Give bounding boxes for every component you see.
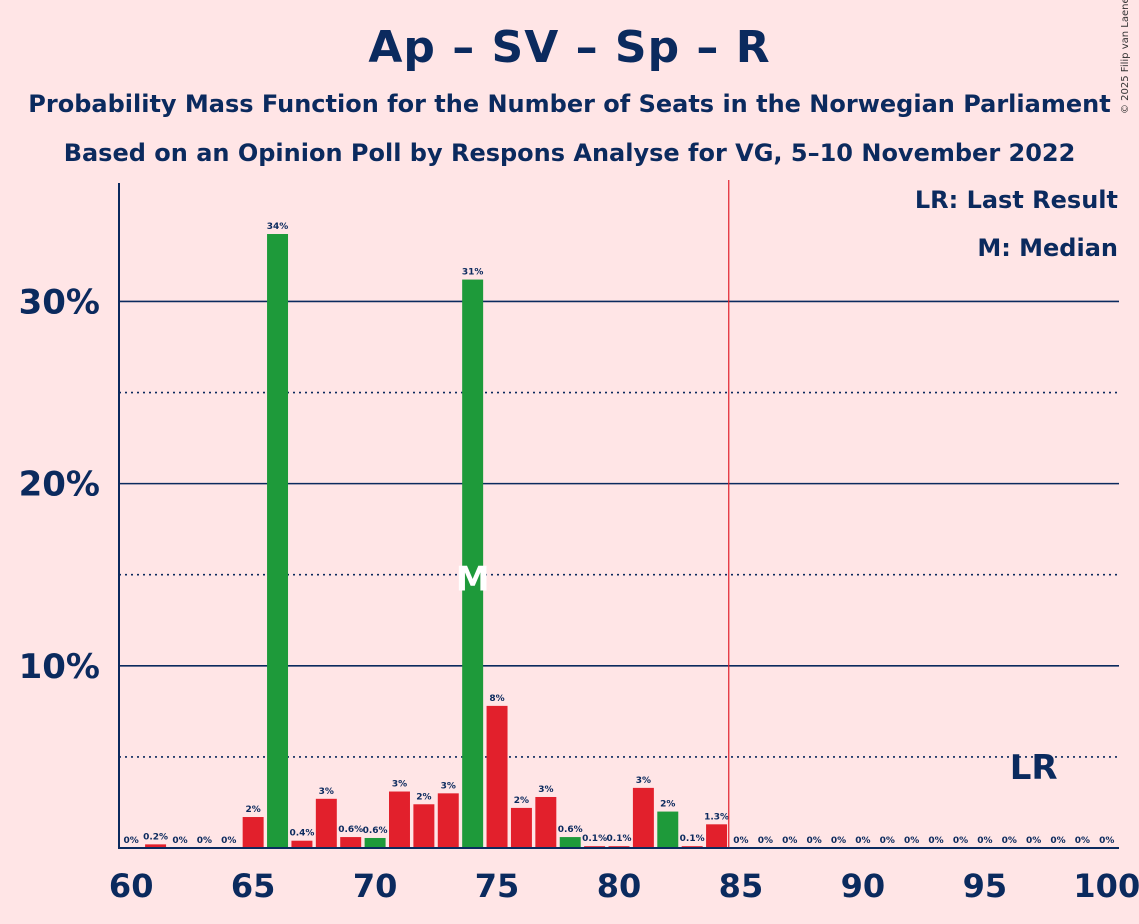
bar-seats-70 <box>364 837 386 848</box>
bar-seats-75 <box>486 705 508 848</box>
bar-value-label: 0% <box>782 836 797 846</box>
bar-value-label: 2% <box>660 800 675 810</box>
bar-value-label: 0% <box>904 836 919 846</box>
bar-value-label: 3% <box>441 781 456 791</box>
bar-seats-65 <box>242 817 264 848</box>
bar-value-label: 0.1% <box>607 834 632 844</box>
y-tick-label: 30% <box>19 282 100 322</box>
bar-value-label: 0% <box>1075 836 1090 846</box>
bar-seats-71 <box>389 791 410 848</box>
x-tick-label: 65 <box>231 867 276 905</box>
median-marker: M <box>456 559 490 599</box>
bar-value-label: 2% <box>514 796 529 806</box>
last-result-marker: LR <box>1010 748 1058 788</box>
bar-value-label: 31% <box>462 268 484 278</box>
x-tick-label: 75 <box>475 867 520 905</box>
bar-value-label: 0% <box>953 836 968 846</box>
bar-seats-74 <box>462 279 484 848</box>
bar-value-label: 8% <box>489 694 504 704</box>
bar-seats-77 <box>535 796 557 848</box>
legend-median: M: Median <box>977 234 1118 262</box>
x-tick-label: 60 <box>109 867 154 905</box>
bar-value-label: 0% <box>733 836 748 846</box>
x-tick-label: 95 <box>963 867 1008 905</box>
bar-value-label: 0% <box>221 836 236 846</box>
bar-value-label: 0% <box>880 836 895 846</box>
x-tick-label: 100 <box>1073 867 1139 905</box>
bar-value-label: 3% <box>636 776 651 786</box>
bar-value-label: 0.6% <box>338 825 363 835</box>
bar-value-label: 0% <box>1026 836 1041 846</box>
bar-value-label: 1.3% <box>704 812 729 822</box>
bar-value-label: 0% <box>1002 836 1017 846</box>
bar-value-label: 3% <box>392 780 407 790</box>
bar-value-label: 0% <box>1099 836 1114 846</box>
bar-value-label: 0% <box>831 836 846 846</box>
bar-seats-66 <box>267 234 289 849</box>
chart-subtitle-1: Probability Mass Function for the Number… <box>28 90 1111 118</box>
bar-value-label: 0% <box>758 836 773 846</box>
bar-seats-61 <box>145 844 167 848</box>
bar-seats-68 <box>315 798 337 848</box>
bar-value-label: 0.1% <box>582 834 607 844</box>
bar-value-label: 0% <box>172 836 187 846</box>
bar-value-label: 0% <box>197 836 212 846</box>
bar-value-label: 0% <box>806 836 821 846</box>
bar-value-label: 0.2% <box>143 832 168 842</box>
bar-seats-81 <box>632 787 654 848</box>
bar-value-label: 0.1% <box>680 834 705 844</box>
bar-value-label: 0.6% <box>558 825 583 835</box>
bar-seats-84 <box>706 824 728 848</box>
legend-last-result: LR: Last Result <box>914 186 1118 214</box>
bar-value-label: 0.6% <box>363 826 388 836</box>
bar-seats-67 <box>291 840 313 848</box>
bar-seats-73 <box>437 793 459 848</box>
bar-seats-76 <box>510 807 532 848</box>
bar-seats-78 <box>559 837 581 848</box>
x-tick-label: 80 <box>597 867 642 905</box>
x-tick-label: 70 <box>353 867 398 905</box>
bar-value-label: 0.4% <box>289 829 314 839</box>
bar-value-label: 3% <box>319 787 334 797</box>
bar-value-label: 34% <box>267 222 289 232</box>
bar-value-label: 0% <box>1050 836 1065 846</box>
y-tick-label: 20% <box>19 465 100 505</box>
x-tick-label: 85 <box>719 867 764 905</box>
bar-seats-82 <box>657 811 679 848</box>
bar-value-label: 0% <box>855 836 870 846</box>
bar-value-label: 0% <box>124 836 139 846</box>
chart-title: Ap – SV – Sp – R <box>368 22 771 73</box>
bar-value-label: 2% <box>246 805 261 815</box>
bar-value-label: 2% <box>416 792 431 802</box>
bar-seats-72 <box>413 804 435 848</box>
x-tick-label: 90 <box>841 867 886 905</box>
y-tick-label: 10% <box>19 647 100 687</box>
chart-subtitle-2: Based on an Opinion Poll by Respons Anal… <box>63 139 1076 167</box>
bar-value-label: 0% <box>928 836 943 846</box>
bar-value-label: 0% <box>977 836 992 846</box>
bar-value-label: 3% <box>538 785 553 795</box>
bar-seats-69 <box>340 837 362 848</box>
